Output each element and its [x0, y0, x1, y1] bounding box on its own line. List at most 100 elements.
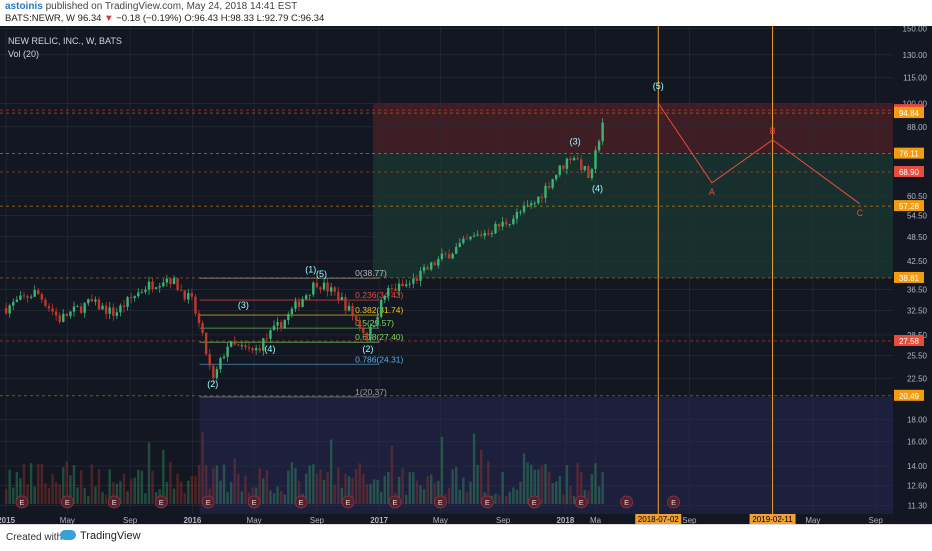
volume-bar [65, 461, 69, 504]
candle-body [358, 320, 361, 329]
price-chart[interactable]: 0(38.77) 0.236(34.43) 0.382(31.74) 0.5(29.5… [0, 26, 932, 524]
candle-body [197, 313, 201, 324]
price-change: −0.18 (−0.19%) [116, 13, 182, 24]
candle-body [401, 283, 404, 287]
chart-background [0, 26, 932, 524]
volume-bar [287, 470, 290, 504]
price-label-box [894, 389, 924, 401]
price-label-text: 20.49 [899, 392, 920, 401]
candle-body [101, 305, 104, 310]
candle-body [376, 316, 379, 326]
volume-bar [587, 490, 590, 504]
candle-body [90, 299, 94, 302]
price-tick-label: 18.00 [907, 416, 928, 425]
volume-bar [369, 483, 372, 504]
candle-body [226, 346, 229, 357]
candle-body [108, 307, 111, 314]
tradingview-brand[interactable]: TradingView [60, 530, 141, 542]
candle-body [19, 295, 22, 300]
volume-bar [265, 470, 269, 504]
candle-body [508, 224, 511, 225]
candle-body [322, 282, 326, 290]
candle-body [204, 332, 208, 355]
price-label-box [894, 107, 924, 119]
earnings-marker-label: E [438, 498, 443, 507]
time-axis[interactable] [0, 514, 893, 524]
volume-bar [415, 480, 419, 504]
volume-bar [144, 493, 147, 504]
candle-body [29, 296, 33, 298]
candle-body [437, 259, 440, 266]
volume-bar [526, 462, 529, 504]
candle-body [501, 221, 504, 227]
candle-body [251, 348, 254, 351]
earnings-marker [667, 495, 680, 509]
wave-label: (5) [316, 269, 327, 279]
candle-body [97, 299, 101, 310]
author-link[interactable]: astoinis [5, 1, 43, 12]
earnings-marker [480, 495, 494, 509]
candle-body [397, 283, 401, 292]
candle-body [583, 166, 586, 171]
volume-bar [433, 483, 436, 504]
candle-body [126, 297, 129, 307]
volume-bar [140, 470, 144, 504]
volume-layer [4, 432, 604, 504]
volume-bar [340, 487, 344, 504]
brand-label: TradingView [80, 530, 141, 542]
wave-label: (3) [570, 136, 581, 146]
fib-level-label: 0.5(29.57) [355, 318, 394, 328]
footer: Created with TradingView [0, 524, 932, 551]
candle-body [394, 288, 397, 292]
volume-bar [508, 491, 511, 504]
volume-bar [437, 480, 440, 504]
volume-bar [551, 483, 554, 504]
price-tick-label: 54.50 [907, 211, 928, 220]
fib-level-label: 0.618(27.40) [355, 332, 403, 342]
candle-body [179, 290, 183, 291]
time-tick-label: Sep [496, 516, 511, 524]
wave-label: (4) [592, 183, 603, 193]
fib-level-label: 0.382(31.74) [355, 305, 403, 315]
candle-body [308, 294, 311, 296]
time-tick-label: May [433, 516, 448, 524]
earnings-marker [15, 495, 29, 509]
volume-bar [58, 484, 61, 504]
volume-bar [187, 480, 190, 504]
volume-bar [126, 491, 129, 504]
candle-body [83, 303, 86, 313]
candle-body [58, 315, 61, 322]
volume-bar [97, 469, 101, 504]
candle-body [365, 332, 369, 341]
candle-body [54, 311, 58, 316]
volume-bar [479, 449, 483, 504]
volume-bar [347, 476, 351, 504]
candle-body [447, 253, 451, 259]
candle-body [272, 325, 276, 331]
volume-bar [562, 494, 565, 504]
wave-label: (2) [362, 344, 373, 354]
candle-body [72, 306, 76, 312]
earnings-marker [294, 495, 308, 509]
time-axis-ticks: 2015 May Sep 2016 May Sep 2017 May Sep 2018 Ma Sep M… [0, 514, 883, 524]
earnings-marker-label: E [19, 498, 24, 507]
volume-bar [290, 462, 294, 504]
price-tick-label: 11.30 [908, 502, 928, 511]
date-marker-box [635, 514, 682, 524]
candle-body [104, 305, 108, 314]
earnings-marker-label: E [579, 498, 584, 507]
candle-body [294, 301, 297, 309]
volume-bar [472, 433, 476, 504]
volume-bar [447, 487, 451, 504]
volume-bar [426, 476, 429, 504]
volume-bar [22, 464, 26, 504]
high-value: H:98.33 [220, 13, 255, 24]
volume-bar [37, 464, 40, 504]
candle-body [212, 365, 215, 378]
candle-body [297, 301, 301, 307]
candle-body [201, 323, 204, 333]
candle-body [519, 211, 522, 213]
volume-bar [597, 486, 601, 504]
created-with-text: Created with [6, 532, 63, 543]
